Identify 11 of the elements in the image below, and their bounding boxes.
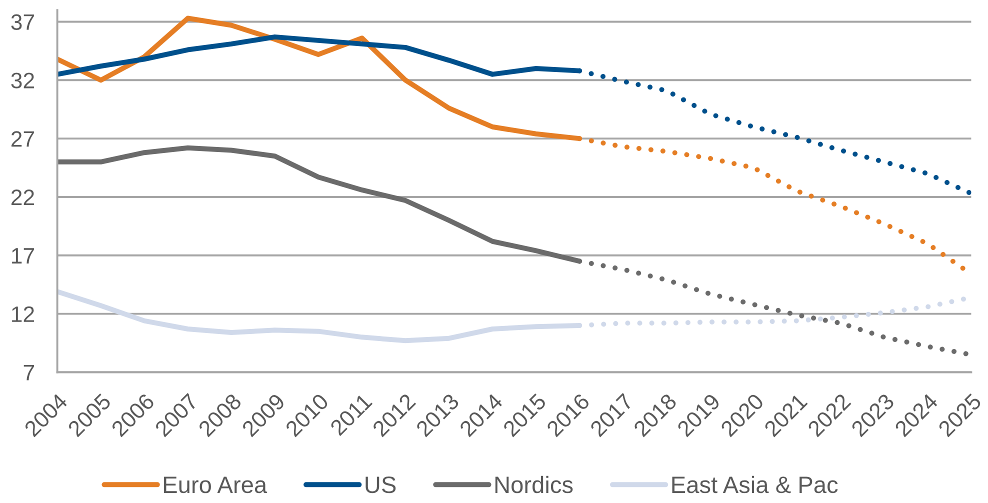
y-tick-label: 32 <box>11 72 34 88</box>
y-tick-label: 17 <box>12 248 34 264</box>
legend-label: Nordics <box>495 476 573 494</box>
y-tick-label: 12 <box>12 306 34 322</box>
legend-label: US <box>366 476 396 494</box>
y-tick-label: 27 <box>11 131 34 147</box>
y-tick-label: 7 <box>24 364 34 380</box>
y-tick-label: 22 <box>11 190 34 206</box>
legend-label: East Asia & Pac <box>672 476 838 494</box>
legend-label: Euro Area <box>164 476 268 494</box>
y-tick-label: 37 <box>11 14 34 30</box>
